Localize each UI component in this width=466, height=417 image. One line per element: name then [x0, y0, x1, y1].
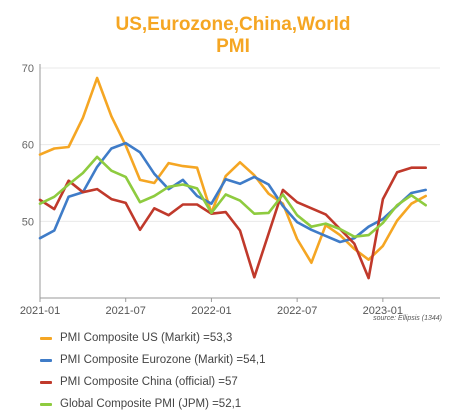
- series-line-china: [38, 166, 428, 280]
- legend-swatch-global: [40, 402, 52, 406]
- x-tick-label: 2021-07: [106, 305, 146, 317]
- legend-label-global: Global Composite PMI (JPM) =52,1: [60, 398, 242, 410]
- legend-item-eurozone: PMI Composite Eurozone (Markit) =54,1: [40, 349, 265, 371]
- series-line-global: [38, 155, 428, 238]
- legend-item-global: Global Composite PMI (JPM) =52,1: [40, 393, 265, 415]
- source-note: source: Ellipsis (1344): [373, 315, 442, 322]
- series-line-eurozone: [38, 141, 428, 244]
- x-tick-label: 2021-01: [20, 305, 60, 317]
- x-tick-label: 2023-01: [363, 305, 403, 317]
- legend-label-china: PMI Composite China (official) =57: [60, 376, 238, 388]
- line-chart: 50 60 70 2021-01 2021-07 2022-01 2022-07 2023-0…: [20, 63, 442, 322]
- y-tick-label: 70: [22, 63, 34, 75]
- legend-item-us: PMI Composite US (Markit) =53,3: [40, 327, 265, 349]
- chart-title-line-2: PMI: [216, 36, 250, 57]
- y-tick-label: 50: [22, 216, 34, 228]
- legend-item-china: PMI Composite China (official) =57: [40, 371, 265, 393]
- series-line-us: [38, 76, 428, 265]
- x-tick-label: 2022-01: [191, 305, 231, 317]
- legend: PMI Composite US (Markit) =53,3 PMI Comp…: [40, 327, 265, 415]
- chart-title-line-1: US,Eurozone,China,World: [115, 14, 351, 35]
- legend-label-eurozone: PMI Composite Eurozone (Markit) =54,1: [60, 354, 266, 366]
- legend-swatch-us: [40, 336, 52, 340]
- y-tick-label: 60: [22, 140, 34, 152]
- x-tick-label: 2022-07: [277, 305, 317, 317]
- legend-swatch-eurozone: [40, 358, 52, 362]
- legend-swatch-china: [40, 380, 52, 384]
- legend-label-us: PMI Composite US (Markit) =53,3: [60, 332, 233, 344]
